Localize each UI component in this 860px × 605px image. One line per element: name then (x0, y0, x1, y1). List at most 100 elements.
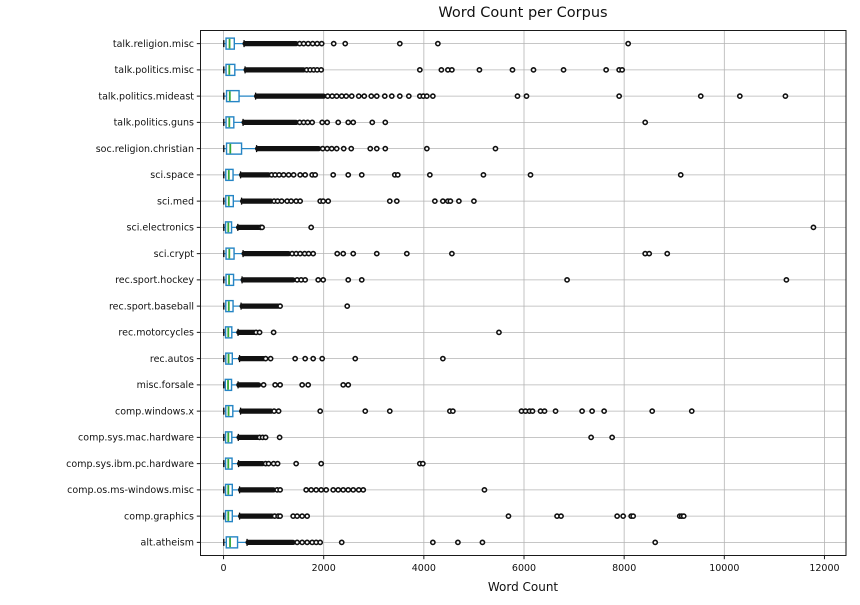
outlier-point (429, 539, 436, 546)
y-tick-label: comp.os.ms-windows.misc (67, 485, 194, 496)
outlier-point (589, 408, 596, 415)
outlier-point (664, 250, 671, 257)
x-tick-label: 6000 (512, 563, 536, 574)
y-tick-label: comp.sys.ibm.pc.hardware (66, 459, 194, 470)
outlier-point (454, 539, 461, 546)
box-row-misc.forsale (223, 378, 262, 392)
box-row-comp.graphics (223, 509, 275, 523)
outlier-point (471, 198, 477, 205)
outlier-point (310, 355, 317, 362)
outlier-point (509, 66, 516, 73)
outlier-point (319, 119, 326, 126)
outlier-point (297, 198, 304, 205)
outlier-point (310, 250, 317, 257)
outlier-point (267, 355, 274, 362)
outlier-point (646, 250, 653, 257)
outlier-point (394, 171, 401, 178)
outlier-point (324, 93, 331, 100)
outlier-point (340, 486, 347, 493)
y-tick-label: talk.politics.misc (115, 65, 194, 76)
outlier-point (275, 408, 282, 415)
outlier-point (382, 145, 389, 152)
outlier-point (274, 460, 281, 467)
y-tick-label: comp.sys.mac.hardware (78, 433, 194, 444)
x-tick-label: 0 (221, 563, 227, 574)
outlier-point (367, 145, 374, 152)
x-tick-label: 8000 (612, 563, 636, 574)
outlier-point (303, 486, 310, 493)
outlier-point (330, 40, 337, 47)
y-tick-label: alt.atheism (141, 538, 194, 549)
outlier-point (736, 93, 743, 100)
outlier-point (360, 486, 367, 493)
outlier-point (305, 40, 312, 47)
outlier-point (292, 355, 299, 362)
axes (200, 30, 847, 556)
box-row-rec.autos (223, 352, 267, 365)
y-tick-label: sci.med (157, 196, 194, 207)
outlier-point (558, 513, 564, 520)
outlier-point (299, 539, 306, 546)
outlier-point (300, 40, 307, 47)
outlier-point (320, 198, 327, 205)
outlier-point (297, 250, 304, 257)
outlier-point (416, 66, 423, 73)
outlier-point (419, 460, 426, 467)
outlier-point (308, 486, 315, 493)
outlier-point (431, 198, 438, 205)
outlier-point (277, 513, 284, 520)
box (225, 536, 239, 549)
outlier-point (319, 145, 326, 152)
outlier-point (429, 93, 436, 100)
box-row-talk.politics.guns (223, 116, 299, 129)
outlier-point (564, 276, 570, 283)
outlier-point (579, 408, 585, 415)
outlier-point (345, 486, 352, 493)
y-tick-label: soc.religion.christian (96, 144, 194, 155)
outlier-point (297, 171, 304, 178)
outlier-point (293, 460, 300, 467)
outlier-point (318, 66, 325, 73)
outlier-point (272, 381, 279, 388)
outlier-point (256, 329, 263, 336)
y-tick-label: rec.motorcycles (118, 328, 194, 339)
outlier-point (439, 198, 446, 205)
outlier-point (309, 40, 316, 47)
outlier-point (344, 303, 351, 310)
box (225, 63, 236, 77)
outlier-point (305, 381, 312, 388)
outlier-point (396, 40, 403, 47)
box-row-alt.atheism (223, 536, 296, 549)
outlier-point (625, 40, 632, 47)
outlier-point (438, 66, 445, 73)
outlier-point (355, 486, 362, 493)
y-tick-label: rec.sport.hockey (115, 275, 194, 286)
outlier-point (348, 145, 355, 152)
outlier-point (345, 381, 352, 388)
outlier-point (352, 355, 359, 362)
outlier-point (319, 355, 326, 362)
gridlines (200, 30, 846, 556)
y-tick-label: talk.politics.mideast (98, 91, 194, 102)
outlier-point (447, 198, 454, 205)
outlier-point (448, 250, 455, 257)
outlier-point (505, 513, 512, 520)
outlier-point (270, 329, 277, 336)
outlier-point (335, 119, 342, 126)
y-tick-label: sci.crypt (154, 249, 195, 260)
box-row-sci.space (223, 168, 272, 182)
outlier-point (290, 171, 297, 178)
outlier-point (317, 408, 324, 415)
box-row-talk.politics.mideast (223, 89, 327, 103)
outlier-point (630, 513, 637, 520)
outlier-point (308, 224, 315, 231)
outlier-point (271, 408, 278, 415)
outlier-point (680, 513, 687, 520)
box-row-rec.sport.baseball (223, 299, 281, 313)
x-tick-label: 10000 (709, 563, 739, 574)
box-row-sci.med (223, 194, 274, 208)
outlier-point (333, 93, 340, 100)
outlier-point (642, 119, 649, 126)
outlier-point (276, 171, 283, 178)
